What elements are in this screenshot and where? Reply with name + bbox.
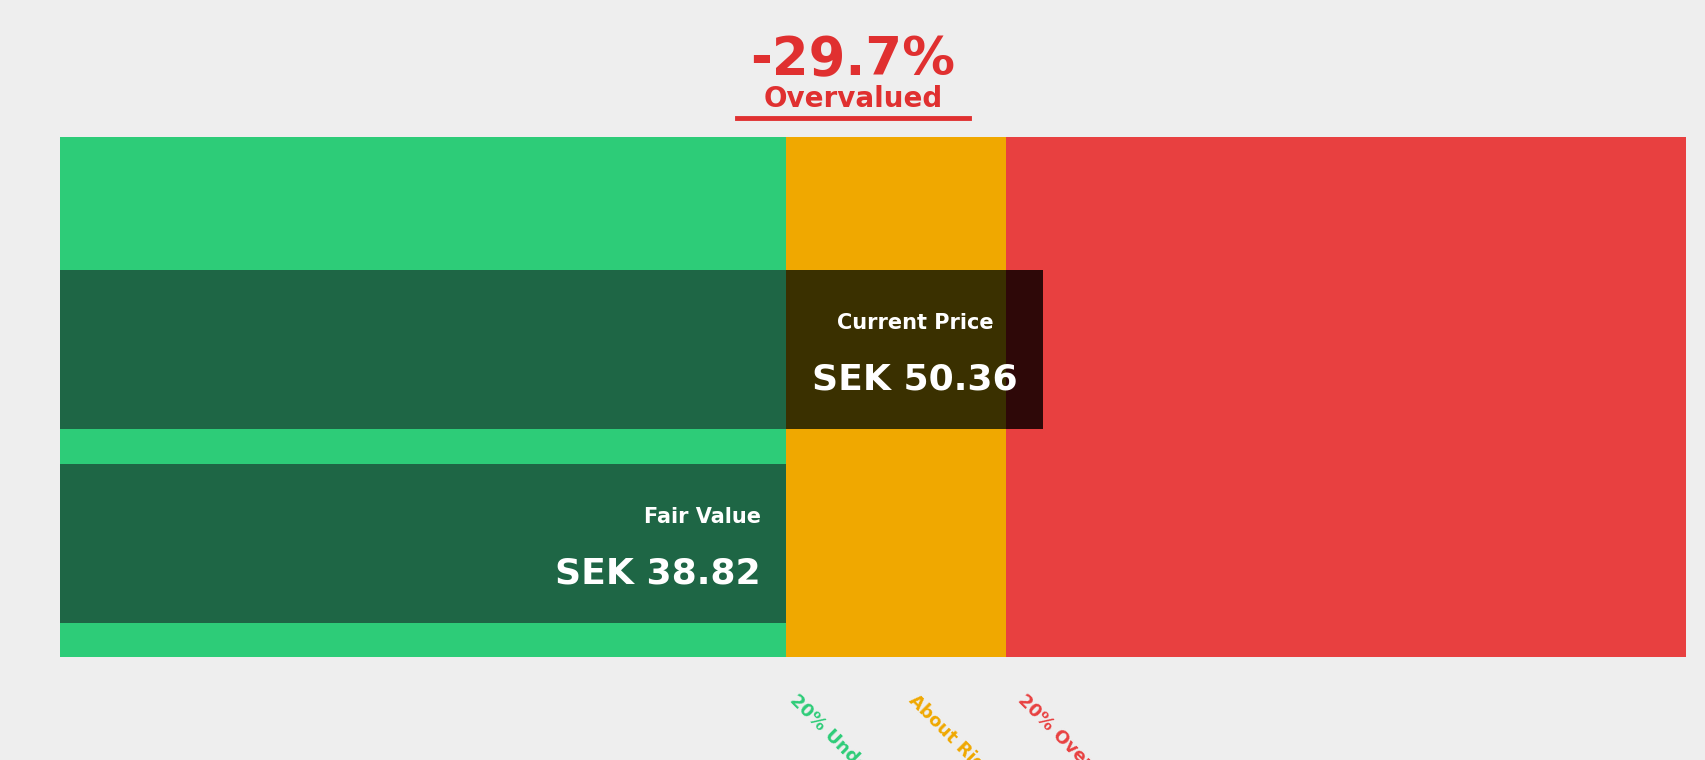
Text: 20% Overvalued: 20% Overvalued [1014, 692, 1144, 760]
Text: Current Price: Current Price [835, 313, 992, 333]
Bar [60, 464, 786, 623]
Bar [786, 270, 1006, 429]
Bar [60, 137, 786, 657]
Text: SEK 50.36: SEK 50.36 [812, 363, 1018, 397]
Text: Overvalued: Overvalued [762, 85, 943, 112]
Text: 20% Undervalued: 20% Undervalued [786, 692, 924, 760]
Bar [1006, 137, 1685, 657]
Text: Fair Value: Fair Value [643, 507, 760, 527]
Bar [786, 137, 1006, 657]
Bar [60, 270, 1006, 429]
Text: -29.7%: -29.7% [750, 35, 955, 87]
Text: SEK 38.82: SEK 38.82 [554, 557, 760, 591]
Text: About Right: About Right [904, 692, 1003, 760]
Bar [1006, 270, 1043, 429]
